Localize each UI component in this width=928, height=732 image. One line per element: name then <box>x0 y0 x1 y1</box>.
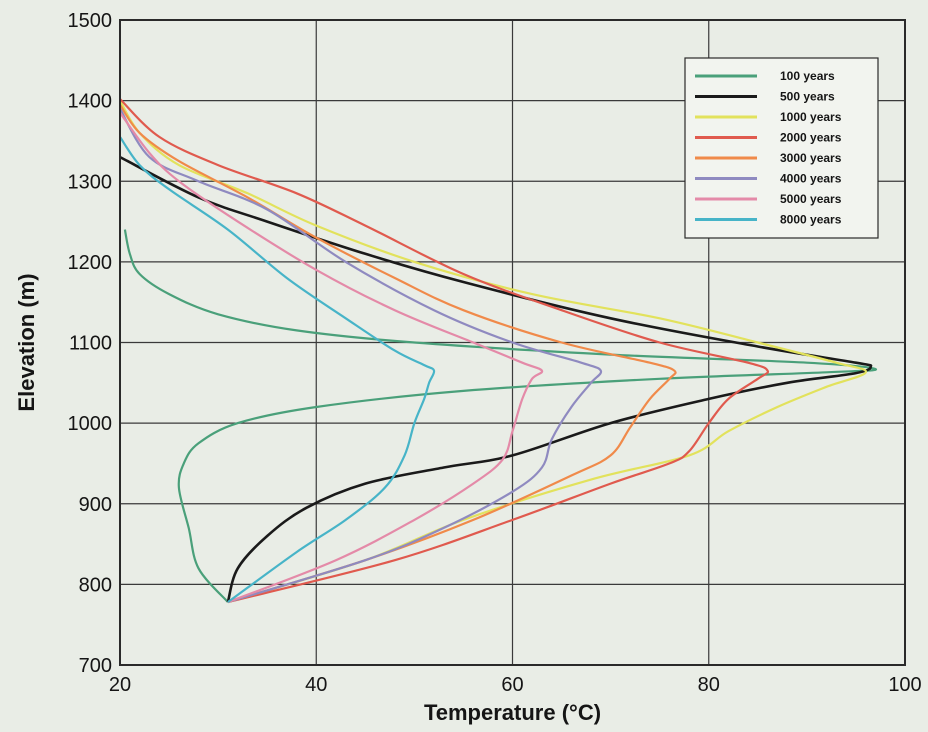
plot-frame <box>119 19 906 666</box>
series-line-5000-years <box>119 112 544 604</box>
series-layer <box>119 98 877 604</box>
y-tick-label: 700 <box>79 655 112 677</box>
legend-box <box>684 57 879 239</box>
y-tick-label: 1300 <box>68 171 113 193</box>
x-tick-label: 40 <box>305 674 327 696</box>
legend-label: 8000 years <box>780 213 842 227</box>
y-tick-label: 1100 <box>69 333 112 355</box>
series-line-8000-years <box>119 136 436 603</box>
y-tick-label: 1000 <box>68 413 113 435</box>
y-tick-label: 800 <box>79 574 112 596</box>
legend-label: 500 years <box>780 90 835 104</box>
series-line-1000-years <box>119 100 867 604</box>
y-tick-label: 1200 <box>68 252 113 274</box>
legend-label: 1000 years <box>780 110 842 124</box>
series-line-4000-years <box>119 108 603 604</box>
x-tick-label: 80 <box>698 674 720 696</box>
series-line-100-years <box>123 229 877 603</box>
tick-labels: 20 40 60 80 100 700 800 900 1000 1100 1200 1300 1400… <box>68 10 922 696</box>
x-tick-label: 100 <box>888 674 921 696</box>
legend-label: 5000 years <box>780 192 842 206</box>
legend-label: 4000 years <box>780 172 842 186</box>
legend-label: 2000 years <box>780 131 842 145</box>
legend: 100 years 500 years 1000 years 2000 years 30… <box>684 57 879 239</box>
series-line-500-years <box>119 155 873 603</box>
series-line-3000-years <box>119 104 677 604</box>
legend-label: 3000 years <box>780 151 842 165</box>
series-line-2000-years <box>119 98 769 604</box>
x-tick-label: 60 <box>501 674 523 696</box>
y-axis-title: Elevation (m) <box>14 273 39 411</box>
y-tick-label: 900 <box>79 494 112 516</box>
y-tick-label: 1400 <box>68 91 113 113</box>
y-tick-label: 1500 <box>68 10 113 32</box>
x-axis-title: Temperature (°C) <box>424 700 601 725</box>
legend-label: 100 years <box>780 69 835 83</box>
x-tick-label: 20 <box>109 674 131 696</box>
